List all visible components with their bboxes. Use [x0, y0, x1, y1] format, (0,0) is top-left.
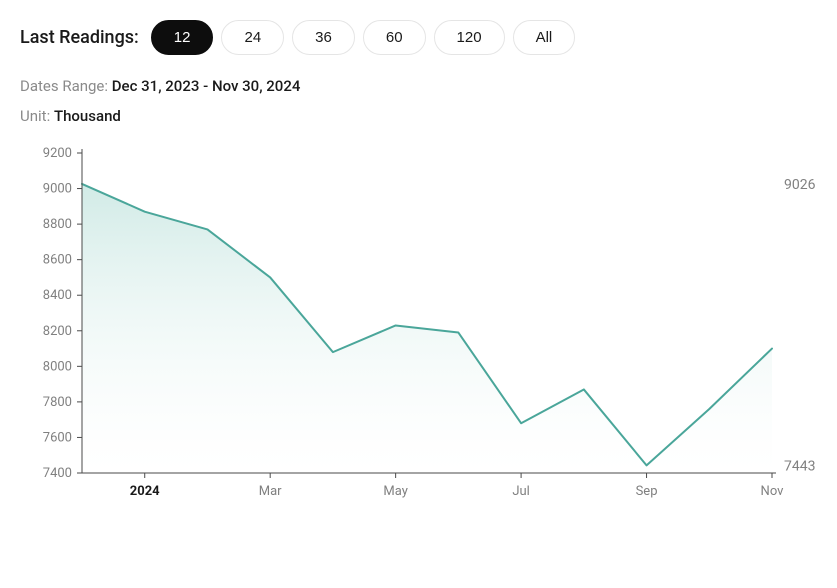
y-tick-label: 7800	[43, 395, 72, 410]
unit-label: Unit:	[20, 107, 50, 125]
x-tick-label: Jul	[512, 484, 530, 499]
readings-controls: Last Readings: 12243660120All	[20, 20, 817, 55]
y-tick-label: 8600	[43, 253, 72, 268]
y-tick-label: 9200	[43, 146, 72, 161]
readings-option-all[interactable]: All	[513, 20, 576, 55]
x-tick-label: Sep	[636, 484, 658, 499]
readings-option-24[interactable]: 24	[221, 20, 284, 55]
readings-option-36[interactable]: 36	[292, 20, 355, 55]
y-tick-label: 8400	[43, 288, 72, 303]
unit-value: Thousand	[54, 107, 121, 125]
y-tick-label: 7600	[43, 430, 72, 445]
x-tick-label: Mar	[259, 484, 282, 499]
readings-label: Last Readings:	[20, 27, 139, 48]
dates-range-value: Dec 31, 2023 - Nov 30, 2024	[112, 77, 301, 95]
y-tick-label: 8800	[43, 217, 72, 232]
y-tick-label: 8200	[43, 324, 72, 339]
readings-option-12[interactable]: 12	[151, 20, 214, 55]
readings-pill-group: 12243660120All	[151, 20, 575, 55]
chart-container: 7400 7600 7800 8000 8200 8400 8600 8800 9000 9200…	[20, 143, 817, 543]
x-tick-label: May	[383, 484, 407, 499]
y-tick-label: 8000	[43, 359, 72, 374]
y-tick-label: 9000	[43, 182, 72, 197]
x-tick-label: 2024	[130, 484, 160, 499]
dates-range-line: Dates Range: Dec 31, 2023 - Nov 30, 2024	[20, 77, 817, 95]
ref-max-label: 9026	[784, 177, 816, 193]
dates-range-label: Dates Range:	[20, 77, 108, 95]
area-chart: 7400 7600 7800 8000 8200 8400 8600 8800 9000 9200…	[20, 143, 817, 543]
unit-line: Unit: Thousand	[20, 107, 817, 125]
x-tick-label: Nov	[761, 484, 785, 499]
readings-option-120[interactable]: 120	[434, 20, 505, 55]
ref-min-label: 7443	[784, 458, 815, 474]
y-tick-label: 7400	[43, 466, 72, 481]
readings-option-60[interactable]: 60	[363, 20, 426, 55]
